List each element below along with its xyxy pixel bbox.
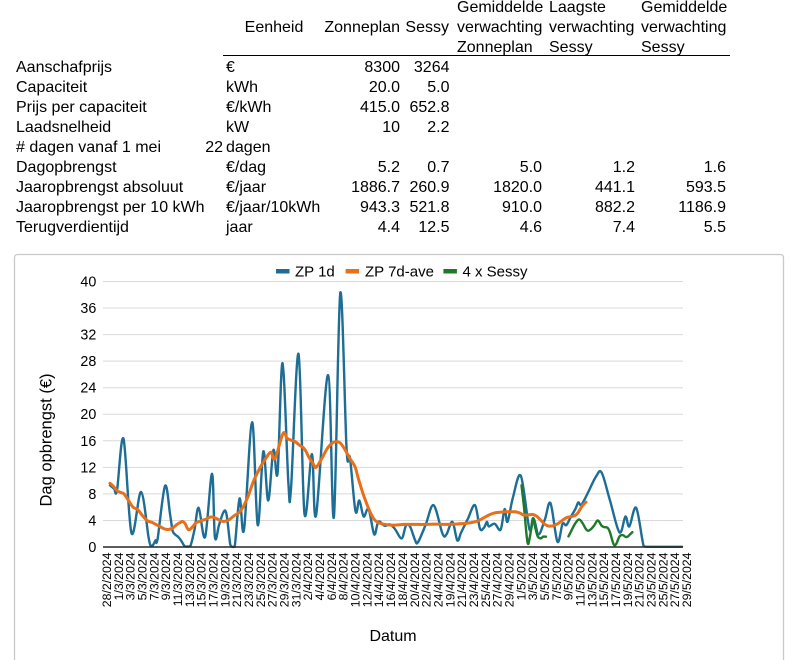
svg-text:5/3/2024: 5/3/2024 [136,552,150,600]
svg-text:19/4/2024: 19/4/2024 [443,552,457,607]
svg-text:17/3/2024: 17/3/2024 [207,552,221,607]
svg-text:29/4/2024: 29/4/2024 [502,552,516,607]
svg-text:4 x Sessy: 4 x Sessy [463,264,529,281]
svg-text:29/5/2024: 29/5/2024 [680,552,694,607]
svg-text:16: 16 [80,434,96,450]
svg-text:23/4/2024: 23/4/2024 [467,552,481,607]
svg-text:21/5/2024: 21/5/2024 [633,552,647,607]
svg-text:ZP 7d-ave: ZP 7d-ave [365,264,434,281]
svg-text:3/5/2024: 3/5/2024 [526,552,540,600]
svg-text:27/4/2024: 27/4/2024 [491,552,505,607]
svg-text:5/5/2024: 5/5/2024 [538,552,552,600]
svg-text:9/3/2024: 9/3/2024 [159,552,173,600]
svg-text:25/5/2024: 25/5/2024 [656,552,670,607]
svg-text:0: 0 [88,540,96,556]
svg-text:20/4/2024: 20/4/2024 [408,552,422,607]
svg-text:21/3/2024: 21/3/2024 [230,552,244,607]
svg-text:ZP 1d: ZP 1d [295,264,335,281]
svg-text:7/3/2024: 7/3/2024 [147,552,161,600]
svg-text:12/4/2024: 12/4/2024 [360,552,374,607]
svg-text:1/3/2024: 1/3/2024 [112,552,126,600]
svg-text:12: 12 [80,460,96,476]
svg-text:8: 8 [88,487,96,503]
svg-text:22/4/2024: 22/4/2024 [420,552,434,607]
svg-text:15/5/2024: 15/5/2024 [597,552,611,607]
svg-text:4: 4 [88,514,96,530]
svg-text:Dag opbrengst (€): Dag opbrengst (€) [38,374,56,507]
svg-text:25/4/2024: 25/4/2024 [479,552,493,607]
svg-text:23/5/2024: 23/5/2024 [645,552,659,607]
svg-text:2/4/2024: 2/4/2024 [301,552,315,600]
svg-text:40: 40 [80,275,96,291]
svg-text:14/4/2024: 14/4/2024 [372,552,386,607]
svg-text:19/3/2024: 19/3/2024 [218,552,232,607]
svg-text:27/3/2024: 27/3/2024 [266,552,280,607]
svg-text:24: 24 [80,381,96,397]
svg-text:13/3/2024: 13/3/2024 [183,552,197,607]
svg-text:17/5/2024: 17/5/2024 [609,552,623,607]
svg-text:18/4/2024: 18/4/2024 [396,552,410,607]
svg-text:4/4/2024: 4/4/2024 [313,552,327,600]
svg-text:32: 32 [80,328,96,344]
svg-text:16/4/2024: 16/4/2024 [384,552,398,607]
svg-text:11/3/2024: 11/3/2024 [171,552,185,606]
svg-text:24/4/2024: 24/4/2024 [431,552,445,607]
svg-text:28: 28 [80,354,96,370]
svg-text:7/5/2024: 7/5/2024 [550,552,564,600]
svg-text:3/3/2024: 3/3/2024 [124,552,138,600]
svg-text:29/3/2024: 29/3/2024 [278,552,292,607]
svg-text:11/5/2024: 11/5/2024 [574,552,588,606]
svg-text:9/5/2024: 9/5/2024 [562,552,576,600]
svg-text:36: 36 [80,301,96,317]
svg-text:13/5/2024: 13/5/2024 [585,552,599,607]
svg-text:23/3/2024: 23/3/2024 [242,552,256,607]
svg-text:6/4/2024: 6/4/2024 [325,552,339,600]
svg-text:25/3/2024: 25/3/2024 [254,552,268,607]
svg-text:20: 20 [80,407,96,423]
svg-text:19/5/2024: 19/5/2024 [621,552,635,607]
svg-text:15/3/2024: 15/3/2024 [195,552,209,607]
svg-text:28/2/2024: 28/2/2024 [100,552,114,607]
svg-text:8/4/2024: 8/4/2024 [337,552,351,600]
svg-text:21/4/2024: 21/4/2024 [455,552,469,607]
svg-text:10/4/2024: 10/4/2024 [349,552,363,607]
svg-text:Datum: Datum [369,628,416,645]
svg-text:1/5/2024: 1/5/2024 [514,552,528,600]
svg-text:31/3/2024: 31/3/2024 [289,552,303,607]
svg-text:27/5/2024: 27/5/2024 [668,552,682,607]
